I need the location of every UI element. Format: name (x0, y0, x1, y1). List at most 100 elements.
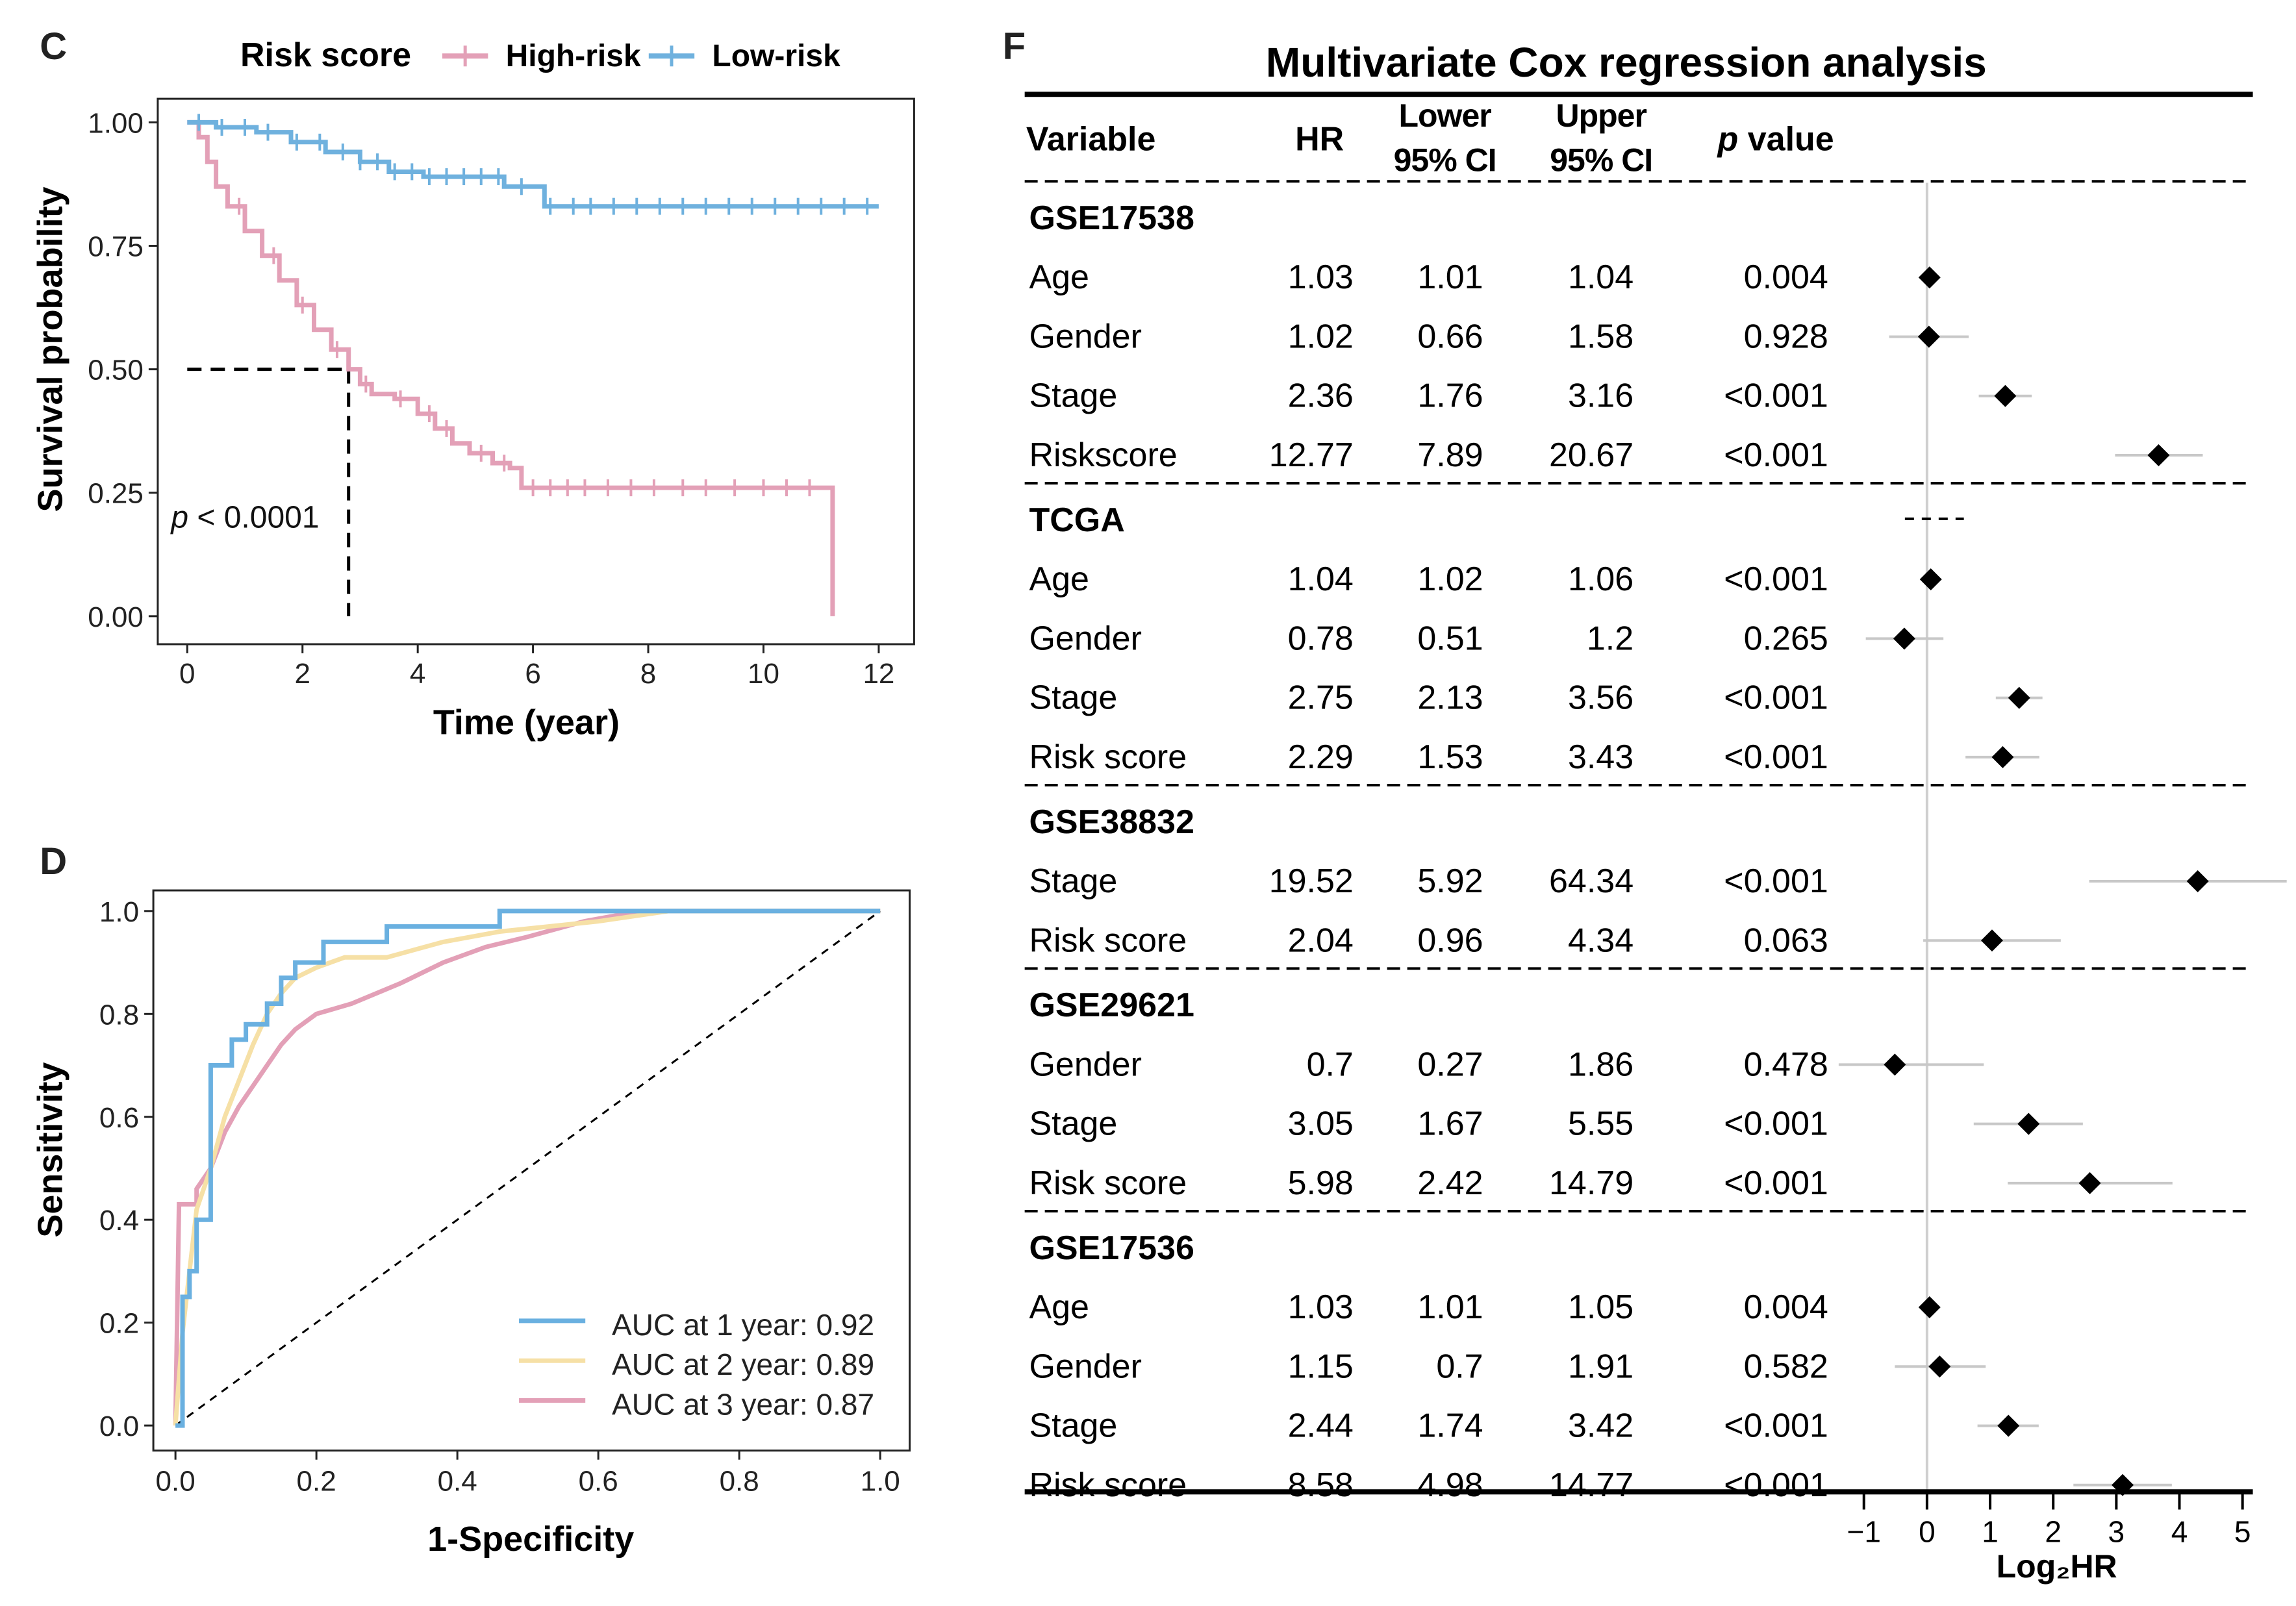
p-value-text: < 0.0001 (188, 501, 320, 535)
y-tick-label: 0.50 (88, 355, 144, 386)
row-lower-ci: 0.96 (1417, 922, 1483, 959)
hr-point-marker (2017, 1112, 2040, 1135)
hr-point-marker (1918, 1296, 1941, 1319)
y-axis-title: Sensitivity (31, 1062, 69, 1238)
plot-frame-d (152, 889, 911, 1452)
panel-c-km-plot: C Risk score High-risk Low-risk 0.00 0.25 0.50… (31, 25, 915, 742)
row-upper-ci: 5.55 (1568, 1105, 1634, 1143)
row-p-value: 0.265 (1744, 620, 1828, 657)
row-lower-ci: 1.01 (1417, 258, 1483, 296)
row-p-value: <0.001 (1724, 377, 1828, 415)
row-hr: 1.03 (1288, 1288, 1354, 1326)
row-lower-ci: 1.76 (1417, 377, 1483, 415)
p-value-annotation: p < 0.0001 (170, 501, 319, 535)
row-lower-ci: 5.92 (1417, 862, 1483, 900)
row-p-value: <0.001 (1724, 1105, 1828, 1143)
row-variable: Stage (1029, 862, 1117, 900)
row-lower-ci: 0.51 (1417, 620, 1483, 657)
row-p-value: <0.001 (1724, 436, 1828, 474)
y-tick-label: 1.00 (88, 107, 144, 139)
row-upper-ci: 3.16 (1568, 377, 1634, 415)
panel-f-forest-plot: F Multivariate Cox regression analysis Var… (1003, 25, 2287, 1585)
diagonal-reference-line (175, 910, 881, 1427)
header-upper-ci-line: Upper (1556, 97, 1646, 134)
x-tick-label: 1 (1982, 1514, 1999, 1548)
row-upper-ci: 1.06 (1568, 560, 1634, 598)
x-tick-label: 0.2 (297, 1466, 336, 1498)
plot-frame-c (157, 97, 915, 646)
y-tick-label: 0.8 (99, 999, 139, 1031)
x-tick-label: 5 (2234, 1514, 2251, 1548)
x-tick-label: 12 (863, 658, 894, 690)
row-variable: Stage (1029, 1407, 1117, 1445)
row-p-value: 0.004 (1744, 1288, 1828, 1326)
row-variable: Risk score (1029, 922, 1187, 959)
y-tick-label: 0.0 (99, 1411, 139, 1442)
legend-label-high-risk: High-risk (506, 39, 641, 73)
row-p-value: <0.001 (1724, 738, 1828, 776)
row-upper-ci: 20.67 (1549, 436, 1634, 474)
row-p-value: <0.001 (1724, 1164, 1828, 1202)
x-tick-label: 0 (179, 658, 195, 690)
row-hr: 5.98 (1288, 1164, 1354, 1202)
hr-point-marker (1997, 1414, 2020, 1437)
row-hr: 12.77 (1269, 436, 1354, 474)
row-upper-ci: 1.58 (1568, 318, 1634, 355)
y-tick-label: 0.00 (88, 601, 144, 633)
row-variable: Risk score (1029, 738, 1187, 776)
group-label-tcga: TCGA (1029, 501, 1124, 539)
x-axis-title: Time (year) (433, 703, 620, 742)
row-upper-ci: 1.86 (1568, 1046, 1634, 1083)
x-tick-label: 4 (410, 658, 425, 690)
header-hr: HR (1295, 121, 1344, 158)
y-tick-label: 0.75 (88, 231, 144, 263)
row-p-value: <0.001 (1724, 679, 1828, 717)
row-hr: 2.44 (1288, 1407, 1354, 1445)
x-axis-title: 1-Specificity (427, 1520, 634, 1559)
row-lower-ci: 2.13 (1417, 679, 1483, 717)
x-tick-label: 0 (1919, 1514, 1936, 1548)
row-variable: Risk score (1029, 1466, 1187, 1504)
row-variable: Gender (1029, 318, 1141, 355)
row-p-value: <0.001 (1724, 862, 1828, 900)
row-variable: Age (1029, 560, 1089, 598)
row-variable: Risk score (1029, 1164, 1187, 1202)
legend-label-auc-1: AUC at 1 year: 0.92 (612, 1308, 874, 1342)
row-variable: Age (1029, 258, 1089, 296)
header-lower-ci-line: Lower (1398, 97, 1491, 134)
row-lower-ci: 1.67 (1417, 1105, 1483, 1143)
row-lower-ci: 1.02 (1417, 560, 1483, 598)
row-hr: 1.03 (1288, 258, 1354, 296)
hr-point-marker (1917, 325, 1940, 348)
row-lower-ci: 0.7 (1436, 1348, 1483, 1385)
header-upper-ci: Upper 95% CI (1550, 97, 1652, 178)
hr-point-marker (1884, 1053, 1906, 1076)
header-lower-ci-line: 95% CI (1394, 142, 1496, 178)
header-p-rest: value (1738, 121, 1834, 158)
row-hr: 1.04 (1288, 560, 1354, 598)
row-upper-ci: 1.91 (1568, 1348, 1634, 1385)
x-tick-label: 8 (640, 658, 656, 690)
hr-point-marker (1893, 627, 1915, 650)
legend-label-auc-3: AUC at 3 year: 0.87 (612, 1387, 874, 1421)
y-tick-label: 0.4 (99, 1205, 139, 1236)
row-lower-ci: 1.53 (1417, 738, 1483, 776)
row-variable: Stage (1029, 1105, 1117, 1143)
row-variable: Riskscore (1029, 436, 1177, 474)
panel-d-roc-plot: D 0.0 0.2 0.4 0.6 0.8 1.0 0.0 0.2 0.4 0.6 0.8 1.0 1-S… (31, 840, 911, 1559)
hr-point-marker (2078, 1172, 2101, 1194)
row-variable: Gender (1029, 1348, 1141, 1385)
y-tick-label: 0.25 (88, 478, 144, 510)
y-tick-label: 0.6 (99, 1102, 139, 1134)
x-tick-label: 4 (2171, 1514, 2188, 1548)
x-axis-title: Log₂HR (1997, 1548, 2117, 1585)
row-variable: Gender (1029, 1046, 1141, 1083)
row-hr: 2.29 (1288, 738, 1354, 776)
row-p-value: 0.582 (1744, 1348, 1828, 1385)
row-p-value: 0.004 (1744, 258, 1828, 296)
row-upper-ci: 1.2 (1587, 620, 1634, 657)
header-p-italic: p (1717, 121, 1739, 158)
legend-label-auc-2: AUC at 2 year: 0.89 (612, 1348, 874, 1381)
header-variable: Variable (1026, 121, 1155, 158)
